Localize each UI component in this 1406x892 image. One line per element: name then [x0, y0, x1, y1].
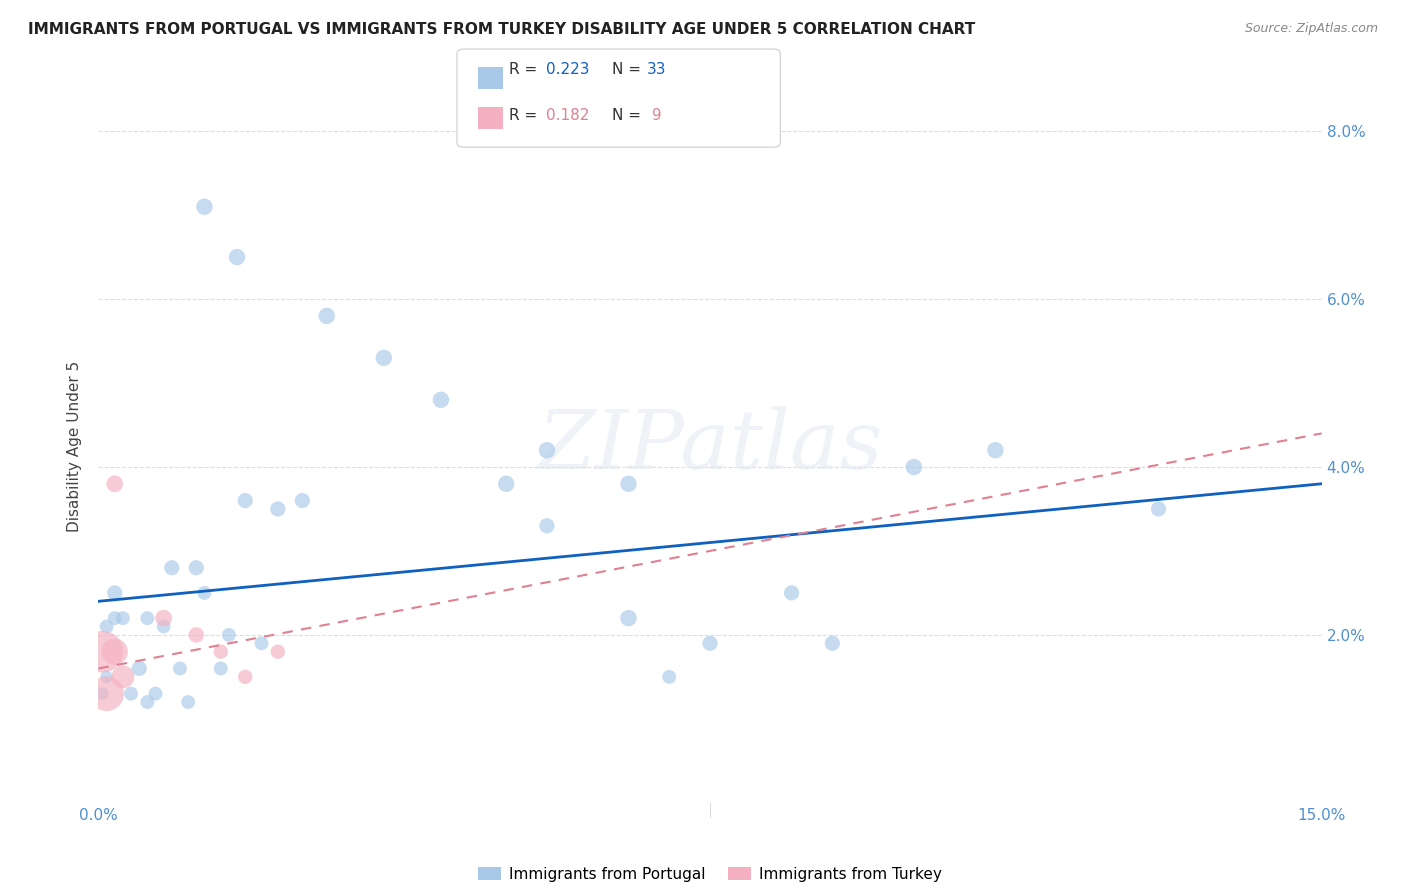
- Point: [780, 586, 803, 600]
- Point: [169, 661, 191, 675]
- Point: [104, 611, 127, 625]
- Point: [104, 645, 127, 659]
- Point: [699, 636, 721, 650]
- Text: Source: ZipAtlas.com: Source: ZipAtlas.com: [1244, 22, 1378, 36]
- Point: [152, 611, 174, 625]
- Point: [152, 619, 174, 633]
- Text: N =: N =: [612, 109, 645, 123]
- Point: [111, 670, 134, 684]
- Point: [430, 392, 453, 407]
- Point: [984, 443, 1007, 458]
- Point: [186, 628, 208, 642]
- Text: R =: R =: [509, 109, 543, 123]
- Text: 0.223: 0.223: [546, 62, 589, 77]
- Point: [209, 645, 232, 659]
- Point: [177, 695, 200, 709]
- Point: [96, 619, 118, 633]
- Point: [315, 309, 337, 323]
- Text: 9: 9: [647, 109, 661, 123]
- Point: [120, 687, 142, 701]
- Point: [136, 695, 159, 709]
- Point: [903, 460, 925, 475]
- Point: [128, 661, 150, 675]
- Point: [91, 645, 114, 659]
- Point: [1147, 502, 1170, 516]
- Text: 0.182: 0.182: [546, 109, 589, 123]
- Point: [536, 443, 558, 458]
- Point: [658, 670, 681, 684]
- Point: [291, 493, 314, 508]
- Point: [617, 611, 640, 625]
- Point: [186, 560, 208, 574]
- Text: ZIPatlas: ZIPatlas: [537, 406, 883, 486]
- Point: [821, 636, 844, 650]
- Point: [96, 670, 118, 684]
- Point: [536, 518, 558, 533]
- Point: [226, 250, 249, 264]
- Point: [145, 687, 167, 701]
- Point: [373, 351, 395, 365]
- Text: 33: 33: [647, 62, 666, 77]
- Text: IMMIGRANTS FROM PORTUGAL VS IMMIGRANTS FROM TURKEY DISABILITY AGE UNDER 5 CORREL: IMMIGRANTS FROM PORTUGAL VS IMMIGRANTS F…: [28, 22, 976, 37]
- Y-axis label: Disability Age Under 5: Disability Age Under 5: [67, 360, 83, 532]
- Text: R =: R =: [509, 62, 543, 77]
- Point: [617, 476, 640, 491]
- Point: [160, 560, 183, 574]
- Point: [104, 586, 127, 600]
- Point: [495, 476, 517, 491]
- Point: [96, 687, 118, 701]
- Point: [267, 645, 290, 659]
- Point: [193, 586, 215, 600]
- Point: [233, 493, 256, 508]
- Point: [218, 628, 240, 642]
- Legend: Immigrants from Portugal, Immigrants from Turkey: Immigrants from Portugal, Immigrants fro…: [472, 861, 948, 888]
- Point: [104, 476, 127, 491]
- Point: [267, 502, 290, 516]
- Point: [209, 661, 232, 675]
- Text: N =: N =: [612, 62, 645, 77]
- Point: [91, 687, 114, 701]
- Point: [111, 611, 134, 625]
- Point: [193, 200, 215, 214]
- Point: [136, 611, 159, 625]
- Point: [233, 670, 256, 684]
- Point: [250, 636, 273, 650]
